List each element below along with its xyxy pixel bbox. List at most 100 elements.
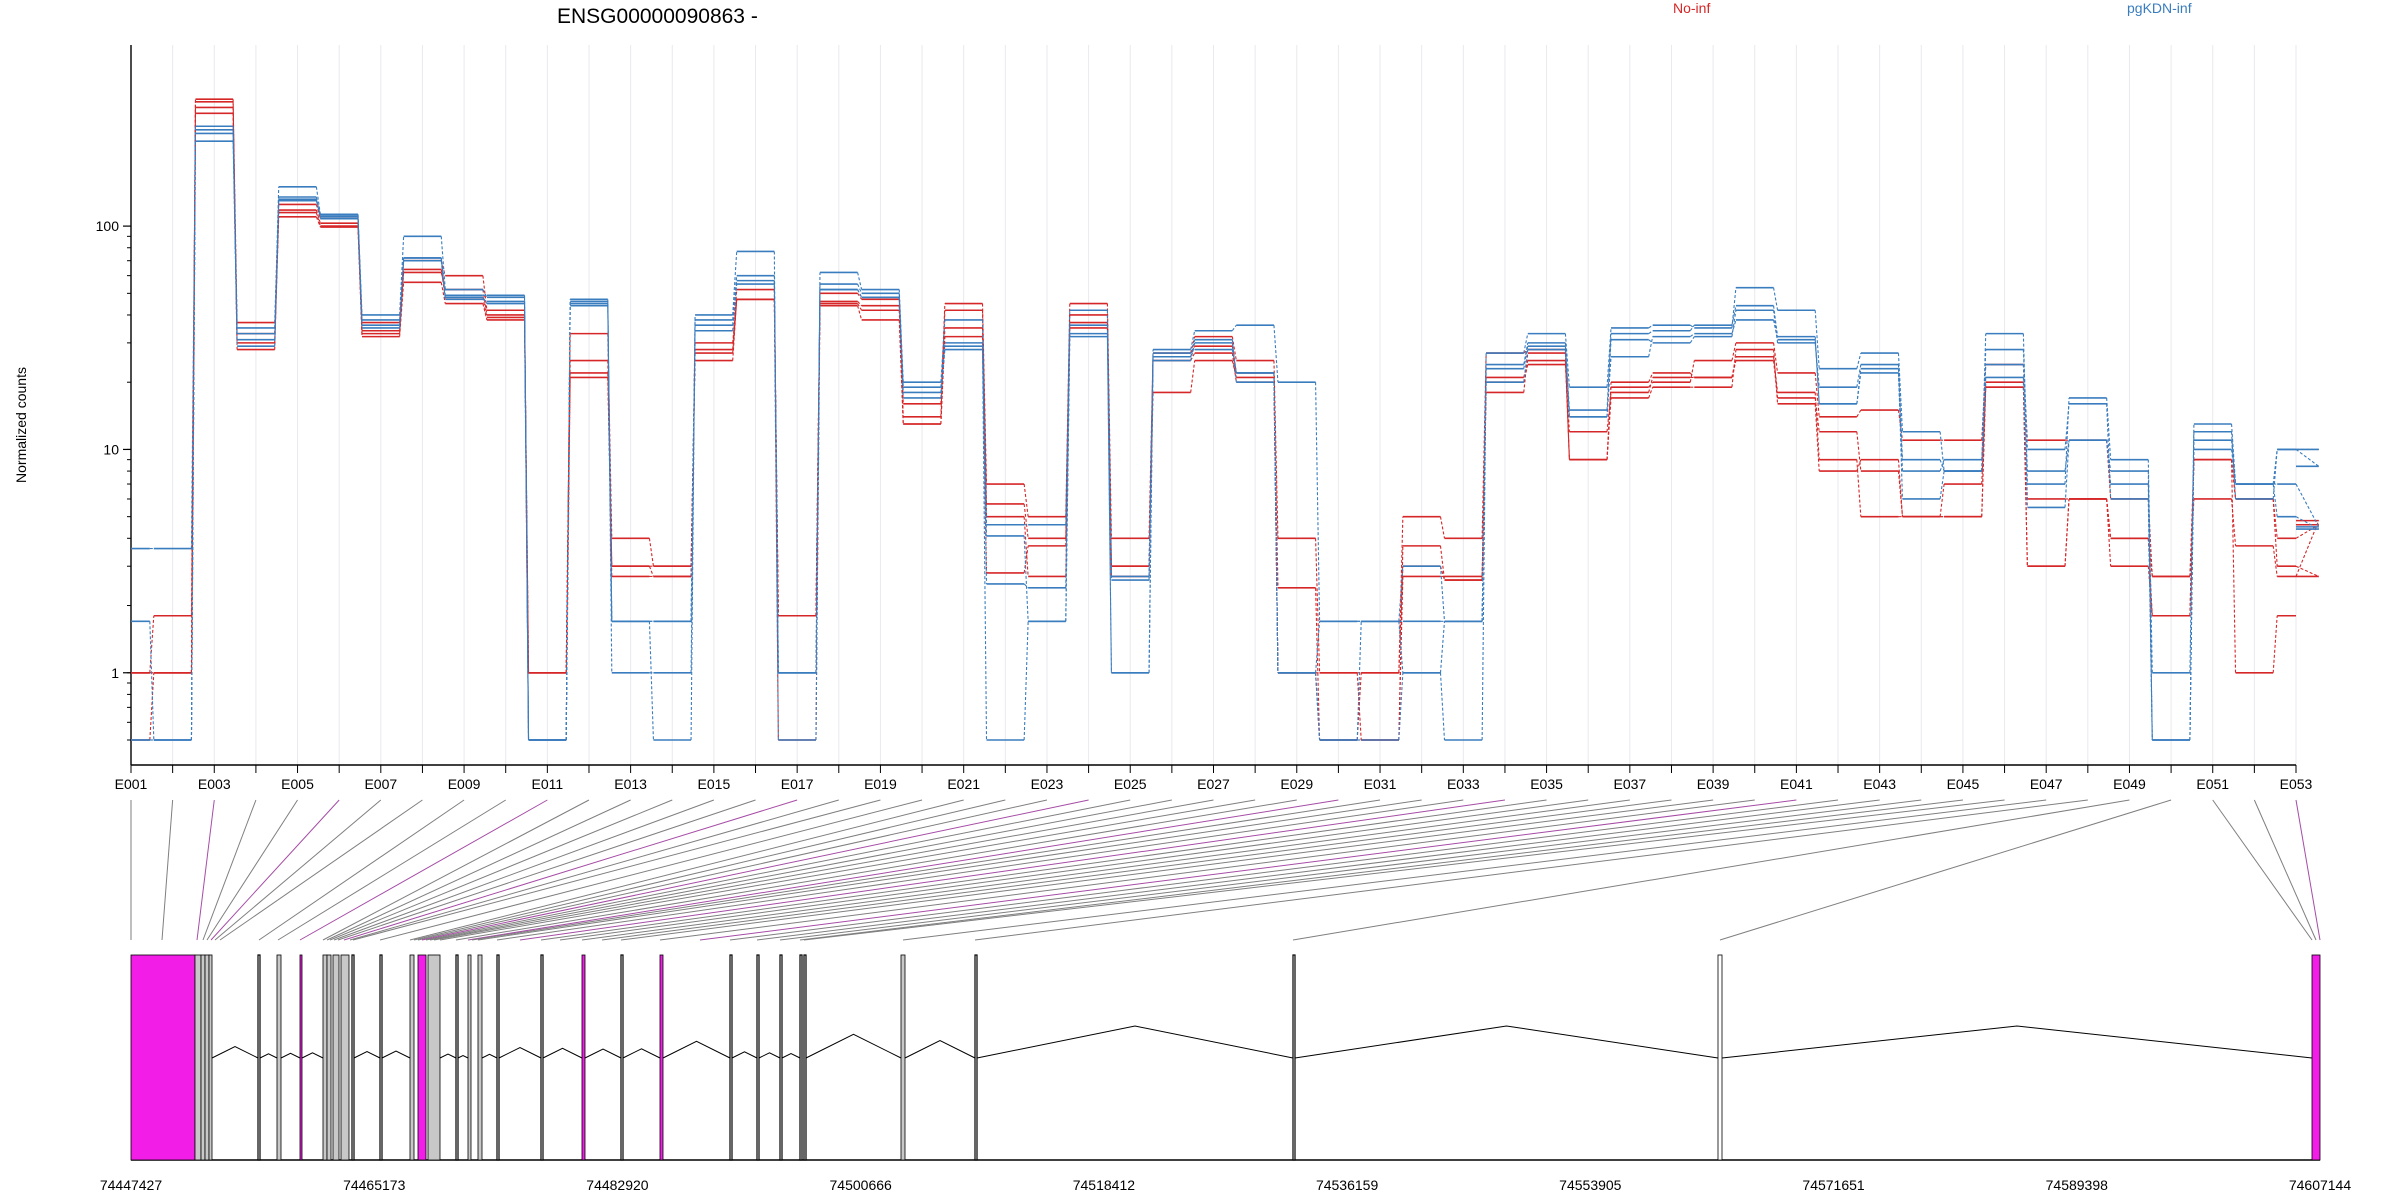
exon-block: [581, 954, 586, 1161]
exon-connector: [425, 799, 1131, 941]
exon-transition: [857, 289, 863, 298]
exon-transition: [2189, 423, 2195, 673]
exon-connector: [352, 799, 881, 941]
exon-connector: [333, 799, 715, 941]
legend-no-inf: No-inf: [1673, 0, 1710, 16]
exon-connector: [409, 799, 964, 941]
exon-block: [427, 954, 441, 1161]
exon-transition: [1731, 319, 1737, 334]
exon-connector: [429, 799, 1172, 941]
intron-line: [731, 1051, 758, 1059]
exon-transition: [1648, 381, 1654, 388]
exon-transition: [440, 257, 446, 296]
exon-transition: [1439, 672, 1446, 741]
exon-transition: [149, 615, 155, 673]
exon-transition: [1315, 672, 1321, 741]
exon-transition: [1856, 459, 1862, 472]
exon-transition: [648, 538, 654, 567]
exon-block: [477, 954, 483, 1161]
exon-connector: [2295, 799, 2321, 941]
exon-transition: [1023, 483, 1029, 517]
exon-connector: [519, 799, 1506, 941]
exon-transition: [1606, 387, 1612, 460]
exon-transition: [565, 305, 571, 741]
series-sample-4: [131, 101, 2320, 741]
exon-transition: [315, 199, 321, 216]
exon-transition: [1315, 587, 1321, 741]
exon-transition: [1398, 566, 1404, 622]
exon-connector: [210, 799, 340, 941]
exon-transition: [2295, 520, 2320, 577]
exon-block: [620, 954, 624, 1161]
exon-transition: [315, 209, 321, 224]
genomic-coordinate-axis: 74447427 74465173 74482920 74500666 74518412…: [100, 1177, 2352, 1193]
exon-transition: [898, 297, 904, 398]
exon-block: [803, 954, 807, 1161]
exon-transition: [1398, 672, 1404, 741]
exon-transition: [2064, 498, 2070, 567]
exon-transition: [399, 282, 405, 337]
exon-block: [322, 954, 328, 1161]
exon-transition: [1523, 364, 1529, 383]
exon-connector: [214, 799, 382, 941]
exon-connector: [219, 799, 423, 941]
exon-transition: [2231, 440, 2237, 485]
exon-connector: [433, 799, 1214, 941]
exon-block: [659, 954, 664, 1161]
exon-transition: [2295, 448, 2320, 467]
exon-transition: [1065, 333, 1071, 622]
x-tick-label: E031: [1364, 776, 1397, 792]
exon-transition: [2022, 364, 2028, 472]
exon-connector: [329, 799, 673, 941]
genomic-coordinate-label: 74482920: [586, 1177, 649, 1193]
exon-transition: [190, 129, 197, 741]
exon-block: [455, 954, 459, 1161]
exon-transition: [1564, 333, 1570, 388]
exon-transition: [1939, 459, 1945, 472]
exon-transition: [482, 289, 488, 298]
x-tick-label: E033: [1447, 776, 1480, 792]
exon-transition: [1773, 360, 1779, 399]
intron-line: [1721, 1025, 2313, 1059]
exon-transition: [2295, 565, 2320, 577]
y-tick-label: 100: [96, 218, 120, 234]
y-axis: 1 10 100: [96, 45, 132, 765]
exon-transition: [1897, 353, 1904, 432]
exon-transition: [523, 295, 530, 741]
x-tick-label: E017: [781, 776, 814, 792]
exon-connector: [601, 799, 1672, 941]
intron-line: [381, 1050, 411, 1059]
exon-transition: [315, 196, 321, 219]
x-tick-label: E051: [2196, 776, 2229, 792]
exon-block: [756, 954, 760, 1161]
x-tick-label: E043: [1863, 776, 1896, 792]
intron-line: [353, 1050, 381, 1059]
y-axis-label: Normalized counts: [13, 367, 29, 483]
exon-connector: [2253, 799, 2317, 941]
exon-block: [276, 954, 282, 1161]
exon-block: [417, 954, 427, 1161]
exon-connector: [258, 799, 465, 941]
exon-transition: [1356, 672, 1362, 741]
exon-transition: [1315, 621, 1321, 673]
exon-transition: [1273, 325, 1279, 383]
genomic-coordinate-label: 74465173: [343, 1177, 406, 1193]
exon-transition: [1939, 483, 1945, 517]
exon-transition: [648, 621, 654, 741]
exon-transition: [732, 299, 738, 361]
exon-transition: [2295, 483, 2320, 528]
x-tick-label: E029: [1280, 776, 1313, 792]
exon-block: [2311, 954, 2321, 1161]
exon-block: [332, 954, 340, 1161]
exon-transition: [773, 280, 779, 673]
exon-transition: [482, 296, 488, 304]
exon-transition: [1856, 364, 1862, 388]
x-tick-label: E019: [864, 776, 897, 792]
exon-block: [779, 954, 783, 1161]
exon-transition: [399, 257, 405, 328]
exon-transition: [898, 310, 904, 425]
exon-connector: [756, 799, 1880, 941]
exon-transition: [1939, 431, 1945, 472]
exon-transition: [1773, 342, 1779, 374]
